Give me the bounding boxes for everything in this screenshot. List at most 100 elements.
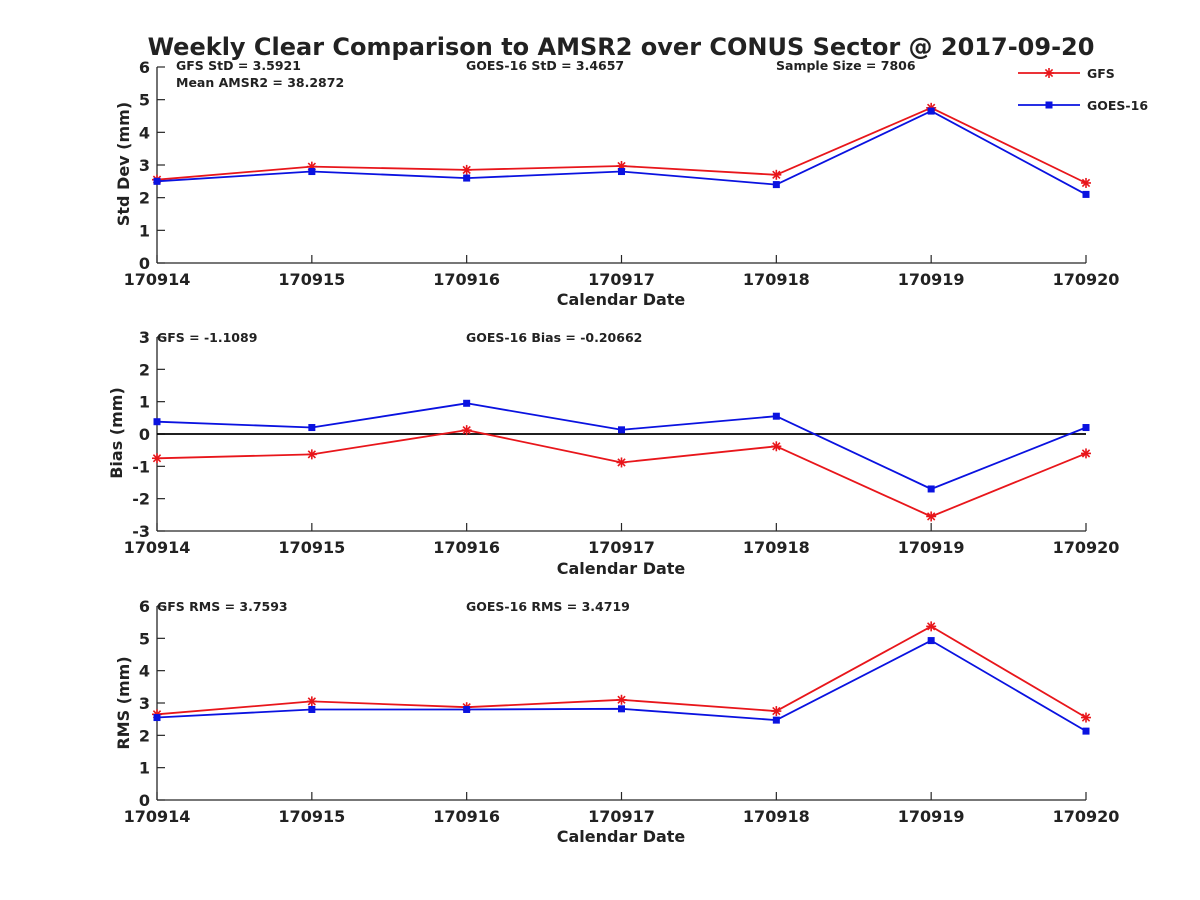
std-gfs-point [461,164,472,175]
std-goes-16-line [156,110,1087,196]
asterisk-stroke [462,165,471,175]
bias-goes-16-point [308,424,316,432]
bias-y-tick-label: -3 [132,522,150,541]
asterisk-stroke [1081,449,1091,458]
goes16-bias-annotation: GOES-16 Bias = -0.20662 [466,330,642,345]
rms-goes-16-point [772,716,780,724]
bias-x-tick-label: 170920 [1053,538,1120,557]
std-y-tick-label: 1 [139,221,150,240]
asterisk-stroke [307,697,316,706]
std-y-tick-label: 2 [139,189,150,208]
bias-y-tick-label: -2 [132,490,150,509]
std-x-tick-label: 170919 [898,270,965,289]
legend-gfs-marker [1044,68,1054,78]
rms-y-tick-label: 4 [139,662,150,681]
gfs-bias-annotation: GFS = -1.1089 [157,330,257,345]
std-y-tick-label: 3 [139,156,150,175]
asterisk-stroke [927,622,936,631]
bias-gfs-point [306,449,317,460]
std-x-tick-label: 170915 [278,270,345,289]
rms-y-tick-label: 3 [139,694,150,713]
rms-gfs-point [1081,712,1091,723]
asterisk-stroke [772,170,781,179]
std-y-tick-label: 0 [139,254,150,273]
std-goes-16-point [617,168,625,176]
rms-y-tick-label: 2 [139,726,150,745]
sample-size-annotation: Sample Size = 7806 [776,58,916,73]
bias-gfs-line [156,429,1087,518]
rms-plot-area: 0 1 2 3 4 5 6 170914 170915 170916 170917 170918 170… [124,597,1120,826]
bias-gfs-point [152,453,162,464]
asterisk-stroke [1081,178,1091,188]
mean-amsr2-annotation: Mean AMSR2 = 38.2872 [176,75,344,90]
rms-goes-16-line [156,639,1087,732]
legend: GFS GOES-16 [1018,66,1148,113]
bias-gfs-point [1081,448,1091,459]
std-y-tick-label: 4 [139,123,150,142]
bias-goes-16-line [156,402,1087,490]
asterisk-stroke [1044,68,1054,78]
std-dev-plot-area: 0 1 2 3 4 5 6 170914 170915 170916 170917 170918 170… [124,58,1120,289]
asterisk-stroke [617,695,626,704]
asterisk-stroke [772,442,781,451]
std-goes-16-point [927,107,935,115]
rms-goes-16-point [463,705,471,713]
bias-y-tick-label: 3 [139,328,150,347]
rms-y-axis-label: RMS (mm) [114,656,133,749]
rms-x-tick-label: 170917 [588,807,655,826]
bias-gfs-point [461,425,472,436]
std-gfs-point [1081,177,1091,188]
rms-goes-16-point [927,637,935,645]
goes16-std-annotation: GOES-16 StD = 3.4657 [466,58,624,73]
gfs-std-annotation: GFS StD = 3.5921 [176,58,301,73]
bias-goes-16-point [927,485,935,493]
std-goes-16-point [153,177,161,185]
rms-goes-16-point [308,705,316,713]
bias-x-axis-label: Calendar Date [557,559,686,578]
rms-x-axis-label: Calendar Date [557,827,686,846]
std-y-tick-label: 6 [139,58,150,77]
figure-title: Weekly Clear Comparison to AMSR2 over CO… [148,33,1095,61]
rms-y-tick-label: 0 [139,791,150,810]
std-goes-16-point [463,174,471,182]
rms-x-tick-label: 170915 [278,807,345,826]
bias-x-tick-label: 170919 [898,538,965,557]
std-x-tick-label: 170920 [1053,270,1120,289]
asterisk-stroke [927,512,936,521]
asterisk-stroke [307,450,316,459]
bias-x-tick-label: 170916 [433,538,500,557]
std-gfs-point [771,169,782,180]
std-goes-16-point [772,181,780,189]
bias-y-axis-label: Bias (mm) [107,387,126,479]
std-goes-16-point [308,168,316,176]
rms-gfs-point [616,694,627,705]
rms-x-tick-label: 170919 [898,807,965,826]
bias-goes-16-point [617,426,625,434]
asterisk-stroke [617,458,626,467]
bias-y-tick-label: 2 [139,360,150,379]
bias-x-tick-label: 170914 [124,538,191,557]
asterisk-stroke [152,454,162,463]
bias-gfs-point [771,441,782,452]
rms-x-tick-label: 170916 [433,807,500,826]
std-x-tick-label: 170916 [433,270,500,289]
rms-gfs-point [926,621,937,632]
legend-goes16-marker [1045,101,1053,109]
goes16-rms-annotation: GOES-16 RMS = 3.4719 [466,599,630,614]
bias-gfs-point [926,511,937,522]
std-x-tick-label: 170918 [743,270,810,289]
std-y-tick-label: 5 [139,91,150,110]
bias-goes-16-point [1082,424,1090,432]
std-goes-16-point [1082,190,1090,198]
bias-plot-area: -3 -2 -1 0 1 2 3 170914 170915 170916 170917 170918… [124,328,1120,557]
std-dev-y-axis-label: Std Dev (mm) [114,102,133,226]
bias-y-tick-label: 1 [139,393,150,412]
rms-goes-16-point [617,705,625,713]
rms-y-tick-label: 6 [139,597,150,616]
bias-gfs-point [616,457,627,468]
asterisk-stroke [772,706,781,716]
bias-y-tick-label: -1 [132,457,150,476]
legend-gfs-marker-shape [1044,68,1054,78]
legend-goes16-label: GOES-16 [1087,98,1148,113]
